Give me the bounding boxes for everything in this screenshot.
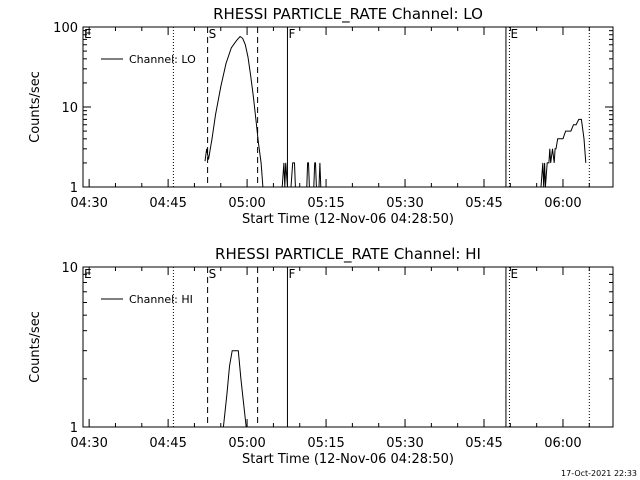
event-marker-label: S — [209, 267, 217, 281]
plot-frame — [82, 26, 614, 188]
x-tick-label: 04:30 — [70, 436, 107, 451]
y-tick-label: 100 — [53, 21, 78, 36]
data-line — [222, 350, 247, 428]
data-line — [204, 35, 264, 188]
x-axis-label: Start Time (12-Nov-06 04:28:50) — [242, 452, 454, 467]
x-tick-label: 04:45 — [149, 196, 186, 211]
y-axis-label: Counts/sec — [28, 311, 43, 383]
legend-label: Channel: HI — [129, 293, 193, 306]
x-tick-label: 05:15 — [307, 436, 344, 451]
y-axis-label: Counts/sec — [28, 71, 43, 143]
event-marker-label: F — [288, 27, 295, 41]
x-tick-label: 05:00 — [228, 196, 265, 211]
data-line — [290, 162, 322, 188]
chart-title: RHESSI PARTICLE_RATE Channel: LO — [213, 5, 483, 24]
plot-frame — [82, 266, 614, 428]
x-tick-label: 05:45 — [465, 436, 502, 451]
x-tick-label: 05:30 — [386, 196, 423, 211]
chart-title: RHESSI PARTICLE_RATE Channel: HI — [215, 245, 481, 264]
event-marker-label: E — [510, 267, 518, 281]
event-marker-label: S — [209, 27, 217, 41]
x-tick-label: 04:45 — [149, 436, 186, 451]
x-tick-label: 06:00 — [544, 196, 581, 211]
chart-panel-2: RHESSI PARTICLE_RATE Channel: HI Start Ti… — [28, 245, 614, 467]
x-tick-label: 05:45 — [465, 196, 502, 211]
event-marker-label: F — [288, 267, 295, 281]
event-marker-label: E — [84, 27, 92, 41]
x-axis-label: Start Time (12-Nov-06 04:28:50) — [242, 212, 454, 227]
data-line — [540, 118, 587, 188]
y-tick-label: 10 — [61, 101, 78, 116]
x-tick-label: 05:00 — [228, 436, 265, 451]
x-tick-label: 04:30 — [70, 196, 107, 211]
x-tick-label: 05:15 — [307, 196, 344, 211]
legend-label: Channel: LO — [129, 53, 196, 66]
print-timestamp: 17-Oct-2021 22:33 — [561, 469, 637, 478]
data-line — [281, 162, 288, 188]
y-tick-label: 1 — [70, 421, 78, 436]
x-tick-label: 06:00 — [544, 436, 581, 451]
y-tick-label: 1 — [70, 181, 78, 196]
event-marker-label: E — [510, 27, 518, 41]
chart-panel-1: RHESSI PARTICLE_RATE Channel: LO Start Ti… — [28, 5, 614, 227]
event-marker-label: E — [84, 267, 92, 281]
y-tick-label: 10 — [61, 261, 78, 276]
x-tick-label: 05:30 — [386, 436, 423, 451]
